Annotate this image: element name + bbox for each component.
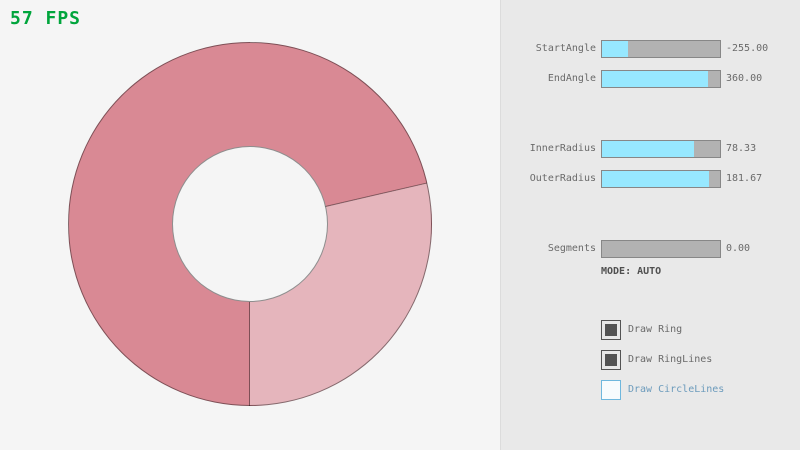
draw-circle-lines-checkbox[interactable] bbox=[601, 380, 621, 400]
slider-row-segments: Segments 0.00 bbox=[501, 240, 800, 258]
slider-row-inner-radius: InnerRadius 78.33 bbox=[501, 140, 800, 158]
fps-counter: 57 FPS bbox=[10, 8, 82, 29]
inner-radius-slider-fill bbox=[602, 141, 695, 157]
controls-panel: StartAngle -255.00 EndAngle 360.00 Inner… bbox=[500, 0, 800, 450]
outer-radius-slider[interactable] bbox=[601, 170, 721, 188]
draw-ring-lines-checkbox[interactable] bbox=[601, 350, 621, 370]
start-angle-value: -255.00 bbox=[726, 43, 769, 54]
mode-indicator: MODE: AUTO bbox=[601, 266, 662, 277]
draw-ring-checkmark bbox=[605, 324, 617, 336]
start-angle-slider-fill bbox=[602, 41, 628, 57]
checkbox-row-draw-ring-lines: Draw RingLines bbox=[501, 350, 800, 370]
slider-row-start-angle: StartAngle -255.00 bbox=[501, 40, 800, 58]
end-angle-label: EndAngle bbox=[547, 73, 596, 84]
end-angle-slider-fill bbox=[602, 71, 709, 87]
inner-radius-value: 78.33 bbox=[726, 143, 757, 154]
inner-radius-label: InnerRadius bbox=[529, 143, 596, 154]
outer-radius-value: 181.67 bbox=[726, 173, 763, 184]
draw-circle-lines-label: Draw CircleLines bbox=[628, 384, 725, 395]
start-angle-slider[interactable] bbox=[601, 40, 721, 58]
outer-radius-label: OuterRadius bbox=[529, 173, 596, 184]
outer-radius-slider-fill bbox=[602, 171, 710, 187]
end-angle-slider[interactable] bbox=[601, 70, 721, 88]
start-angle-label: StartAngle bbox=[535, 43, 596, 54]
ring-end-angle-line bbox=[249, 302, 250, 406]
inner-radius-slider[interactable] bbox=[601, 140, 721, 158]
checkbox-row-draw-circle-lines: Draw CircleLines bbox=[501, 380, 800, 400]
slider-row-end-angle: EndAngle 360.00 bbox=[501, 70, 800, 88]
slider-row-outer-radius: OuterRadius 181.67 bbox=[501, 170, 800, 188]
draw-ring-label: Draw Ring bbox=[628, 324, 683, 335]
segments-slider[interactable] bbox=[601, 240, 721, 258]
draw-circle-lines-checkmark bbox=[605, 384, 617, 396]
checkbox-row-draw-ring: Draw Ring bbox=[501, 320, 800, 340]
ring-inner-hole bbox=[172, 146, 328, 302]
end-angle-value: 360.00 bbox=[726, 73, 763, 84]
draw-ring-checkbox[interactable] bbox=[601, 320, 621, 340]
draw-ring-lines-label: Draw RingLines bbox=[628, 354, 713, 365]
draw-ring-lines-checkmark bbox=[605, 354, 617, 366]
segments-value: 0.00 bbox=[726, 243, 751, 254]
segments-label: Segments bbox=[547, 243, 596, 254]
